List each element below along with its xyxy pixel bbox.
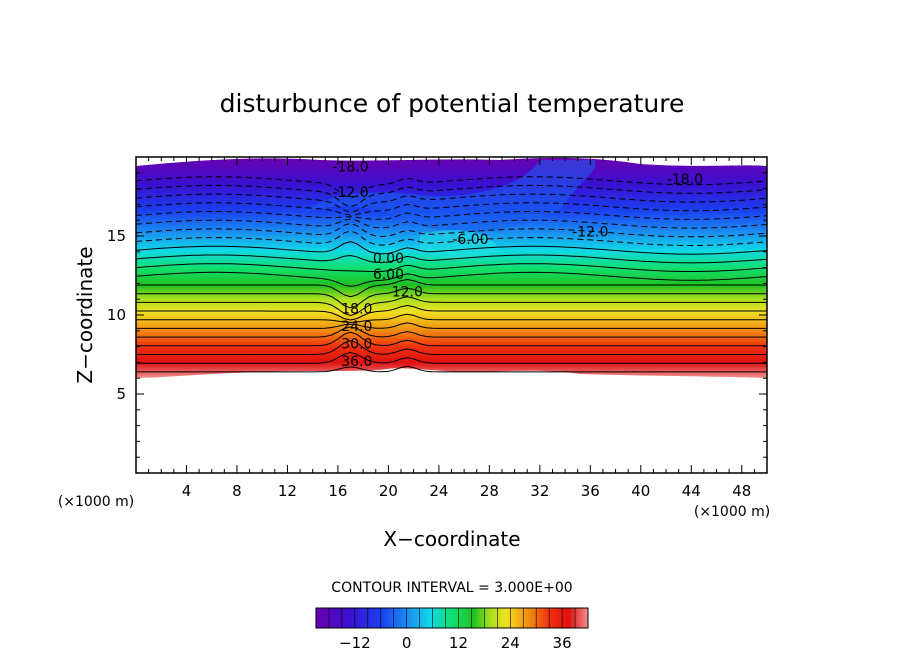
contour-label: -18.0 [667, 172, 703, 188]
x-tick-label: 24 [429, 482, 448, 500]
x-axis-label: X−coordinate [383, 527, 520, 551]
x-tick-label: 16 [328, 482, 347, 500]
colorbar-segments [328, 608, 576, 628]
contour-label: 0.00 [373, 251, 404, 267]
isolines [136, 176, 767, 373]
x-tick-label: 12 [278, 482, 297, 500]
colorbar-tick-label: 12 [449, 634, 468, 652]
positive-isoline [136, 322, 767, 329]
negative-isoline [136, 184, 767, 208]
colorbar-ticks: −12 0 12 24 36 [339, 634, 572, 652]
contour-label: -12.0 [332, 185, 368, 201]
warm-anomaly-patch [420, 230, 500, 259]
x-axis-ticks: 4 8 12 16 20 24 28 32 36 40 44 48 [135, 157, 768, 500]
positive-isoline [136, 340, 767, 355]
negative-isoline [136, 176, 767, 199]
x-tick-label: 36 [581, 482, 600, 500]
positive-isoline [136, 304, 767, 321]
colorbar-tick-label: 36 [553, 634, 572, 652]
positive-isoline [136, 254, 767, 264]
negative-isoline [136, 202, 767, 216]
contour-label: 30.0 [341, 336, 372, 352]
x-tick-label: 40 [631, 482, 650, 500]
y-tick-label: 5 [116, 385, 126, 403]
positive-isoline [136, 351, 767, 364]
x-tick-label: 44 [682, 482, 701, 500]
positive-isoline [136, 365, 767, 373]
positive-isoline [136, 263, 767, 272]
contour-label: 36.0 [341, 354, 372, 370]
x-tick-label: 4 [182, 482, 192, 500]
contour-label: 18.0 [341, 302, 372, 318]
colorbar-tick-label: 0 [402, 634, 412, 652]
x-tick-label: 32 [530, 482, 549, 500]
x-tick-label: 20 [379, 482, 398, 500]
positive-isoline [136, 287, 767, 309]
positive-isoline [136, 313, 767, 323]
colorbar-tick-label: −12 [339, 634, 371, 652]
y-tick-label: 15 [107, 227, 126, 245]
contour-label: -6.00 [452, 232, 488, 248]
x-unit-label-right: (×1000 m) [694, 504, 770, 520]
contour-label: -18.0 [332, 159, 368, 175]
negative-isoline [136, 230, 767, 246]
negative-isoline [136, 222, 767, 238]
contour-interval-label: CONTOUR INTERVAL = 3.000E+00 [331, 580, 572, 596]
cold-anomaly-patch [300, 160, 596, 233]
contour-label: 12.0 [392, 284, 423, 300]
contour-label: 24.0 [341, 319, 372, 335]
positive-isoline [136, 241, 767, 255]
negative-isoline [136, 193, 767, 213]
chart-title: disturbunce of potential temperature [220, 89, 685, 118]
positive-isoline [136, 271, 767, 287]
positive-isoline [136, 331, 767, 347]
x-tick-label: 28 [480, 482, 499, 500]
colorbar-tick-label: 24 [501, 634, 520, 652]
negative-isoline [136, 218, 767, 229]
positive-isoline [136, 296, 767, 317]
negative-isoline [136, 211, 767, 220]
y-tick-label: 10 [107, 306, 126, 324]
positive-isoline [136, 278, 767, 298]
x-tick-label: 48 [732, 482, 751, 500]
y-axis-ticks: 5 10 15 [107, 156, 767, 474]
contour-label: -12.0 [572, 224, 608, 240]
colorbar [315, 607, 589, 629]
x-tick-label: 8 [232, 482, 242, 500]
contour-label: 6.00 [373, 267, 404, 283]
x-unit-label-left: (×1000 m) [58, 494, 134, 510]
y-axis-label: Z−coordinate [73, 246, 97, 383]
positive-isoline [136, 326, 767, 338]
